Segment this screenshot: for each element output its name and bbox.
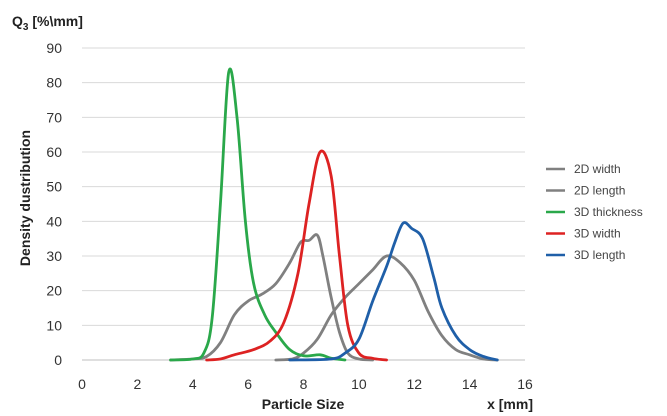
x-tick-label: 6 [244,376,252,392]
x-tick-label: 2 [133,376,141,392]
x-unit-label: x [mm] [487,396,533,412]
legend-label-2d-width: 2D width [574,162,621,176]
x-axis-title: Particle Size [262,396,345,412]
legend-label-3d-width: 3D width [574,227,621,241]
y-tick-label: 40 [46,213,62,229]
series-line-3d-thickness [169,67,347,362]
y-unit-label: Q3 [%\mm] [12,13,83,33]
x-tick-label: 12 [406,376,422,392]
y-tick-label: 20 [46,283,62,299]
legend-label-3d-length: 3D length [574,248,625,262]
y-tick-label: 70 [46,109,62,125]
legend-label-3d-thickness: 3D thickness [574,205,643,219]
x-tick-label: 8 [300,376,308,392]
series-line-3d-width [205,149,388,362]
gridlines [82,47,525,361]
y-tick-label: 80 [46,75,62,91]
y-tick-label: 0 [54,352,62,368]
legend: 2D width 2D length 3D thickness 3D width 3D … [546,162,643,262]
y-tick-label: 10 [46,317,62,333]
y-tick-label: 30 [46,248,62,264]
series-line-3d-length [288,221,499,362]
series-line-2d-length [274,254,499,362]
x-tick-label: 0 [78,376,86,392]
x-tick-label: 10 [351,376,367,392]
y-tick-label: 90 [46,40,62,56]
x-tick-label: 14 [462,376,478,392]
legend-label-2d-length: 2D length [574,184,625,198]
series-line-2d-width [169,233,375,362]
x-tick-label: 4 [189,376,197,392]
axis-ticks: 0 10 20 30 40 50 60 70 80 90 0 2 4 6 8 10 12 14 16 [46,40,533,392]
series-lines [169,67,499,362]
y-tick-label: 60 [46,144,62,160]
y-axis-title: Density dustribution [17,130,33,266]
x-tick-label: 16 [517,376,533,392]
y-tick-label: 50 [46,179,62,195]
